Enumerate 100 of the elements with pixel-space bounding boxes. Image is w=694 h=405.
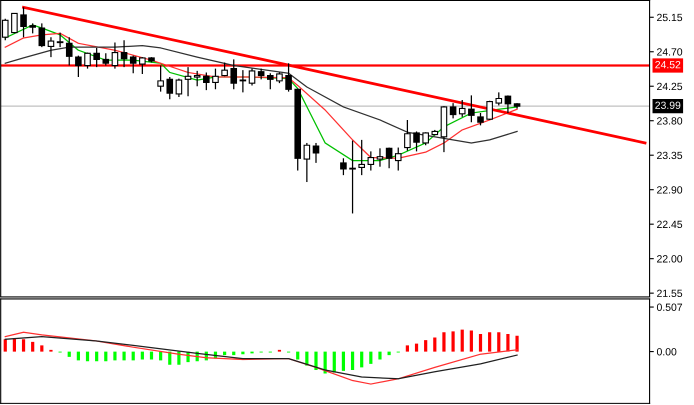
candlestick — [258, 68, 264, 80]
bar — [132, 352, 135, 360]
line-series — [4, 332, 518, 385]
bar — [232, 352, 236, 356]
y-tick-label: 21.55 — [657, 290, 682, 298]
candlestick — [29, 22, 36, 34]
line-series — [4, 336, 518, 380]
bar — [460, 330, 464, 352]
bar — [150, 352, 154, 360]
y-tick-label: 23.80 — [657, 117, 682, 125]
candlestick — [422, 132, 429, 146]
candlestick — [203, 72, 210, 91]
candlestick — [166, 76, 174, 100]
candlestick — [184, 66, 192, 97]
candlestick — [48, 36, 54, 58]
bar — [76, 352, 80, 360]
candlestick — [404, 119, 411, 152]
candlestick — [212, 68, 219, 90]
candlestick — [368, 150, 374, 172]
bar — [433, 338, 436, 352]
candlestick — [84, 52, 91, 70]
y-tick-label: 25.15 — [657, 14, 682, 22]
bar — [378, 352, 382, 360]
bar — [350, 352, 354, 370]
candlestick — [358, 139, 365, 176]
candlestick — [468, 94, 475, 123]
bar — [159, 352, 162, 360]
candlestick — [130, 54, 137, 74]
candlestick — [340, 158, 347, 176]
bar — [369, 352, 372, 364]
candlestick — [450, 102, 456, 120]
candlestick — [376, 148, 384, 168]
candlestick — [120, 40, 128, 68]
candlestick — [20, 6, 27, 38]
bar — [332, 352, 336, 373]
bar — [478, 334, 482, 352]
bar — [497, 332, 500, 352]
candlestick — [504, 94, 512, 114]
candlestick — [285, 62, 292, 92]
bar — [40, 345, 44, 352]
candlestick — [11, 12, 18, 34]
bar — [342, 352, 346, 371]
candlestick — [276, 72, 283, 84]
bar — [86, 352, 90, 362]
candlestick — [394, 146, 402, 172]
y-tick-label: 24.70 — [657, 48, 682, 56]
bar — [168, 352, 172, 365]
candlestick — [38, 22, 46, 48]
bar — [470, 330, 473, 352]
bar — [424, 340, 428, 352]
candlestick — [230, 58, 238, 90]
bar — [95, 352, 98, 362]
bar — [360, 352, 364, 368]
candlestick — [240, 70, 246, 93]
bar — [4, 339, 7, 352]
bar — [414, 344, 418, 352]
candlestick — [75, 54, 82, 78]
candlestick — [486, 100, 493, 121]
bar — [442, 332, 446, 352]
y-tick-label: 22.00 — [657, 255, 682, 263]
candlestick — [56, 32, 64, 48]
bar — [388, 352, 391, 356]
y-tick-label: 22.90 — [657, 186, 682, 194]
candlestick — [157, 64, 164, 92]
candlestick — [139, 56, 146, 75]
candlestick — [102, 52, 110, 66]
candlestick — [304, 142, 310, 183]
bar — [122, 352, 126, 360]
candlestick — [112, 42, 118, 70]
candlestick — [176, 78, 182, 98]
candlestick — [477, 112, 484, 126]
candlestick — [458, 99, 466, 118]
candlestick — [349, 140, 356, 214]
ref-line-label: 24.52 — [655, 60, 680, 68]
bar — [223, 352, 226, 356]
candlestick — [66, 36, 73, 66]
candlestick — [495, 92, 502, 106]
bar — [22, 339, 26, 352]
bar — [406, 345, 409, 352]
candlestick — [194, 70, 200, 87]
bar — [451, 331, 455, 352]
bar — [68, 352, 71, 357]
bar — [104, 352, 108, 362]
y-tick-label: 22.45 — [657, 220, 682, 228]
bar — [31, 342, 34, 352]
y-tick-label: 24.25 — [657, 82, 682, 90]
bar — [140, 352, 144, 360]
candlestick — [413, 130, 420, 152]
bar — [296, 352, 300, 360]
y-tick-label: 0.507 — [656, 304, 682, 311]
ref-line-label: 23.99 — [655, 102, 680, 109]
candlestick — [312, 142, 320, 164]
y-tick-label: 0.00 — [656, 348, 676, 356]
candlestick — [386, 146, 392, 169]
bar — [488, 332, 492, 352]
candlestick — [221, 62, 228, 77]
candlestick — [248, 68, 256, 86]
y-tick-label: 23.35 — [657, 152, 682, 160]
candlestick — [93, 47, 100, 68]
bar — [113, 352, 117, 360]
